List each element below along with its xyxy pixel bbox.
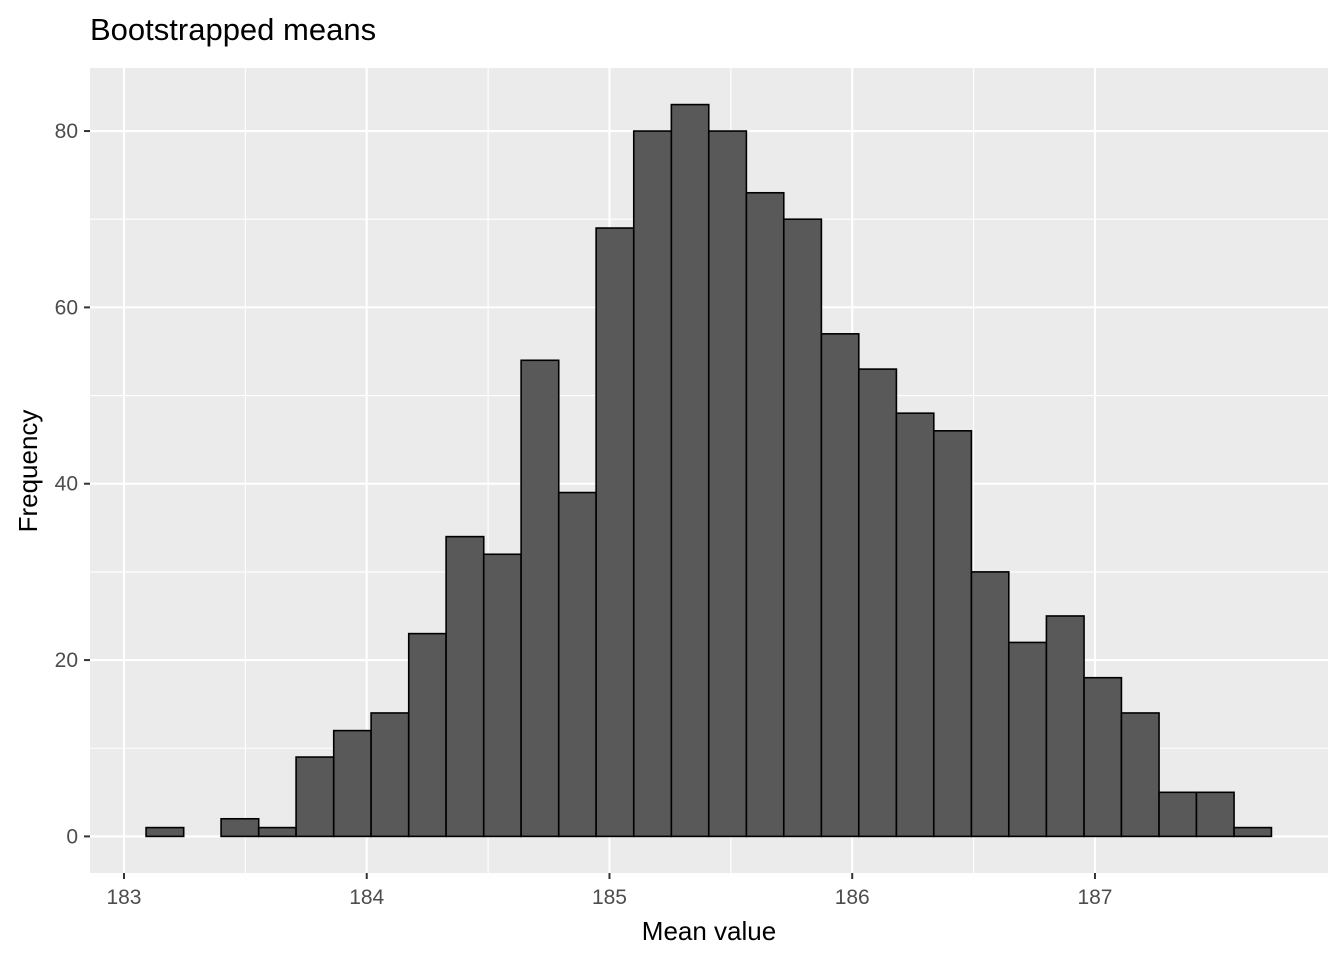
histogram-bar <box>595 227 635 838</box>
histogram-bar <box>932 430 973 838</box>
histogram-bars <box>145 103 1273 838</box>
x-tick-label: 185 <box>592 886 627 909</box>
histogram-bar <box>820 333 860 838</box>
histogram-bar <box>445 535 485 838</box>
x-axis-title: Mean value <box>642 916 776 946</box>
histogram-bar <box>1045 615 1085 838</box>
histogram-bar <box>1007 641 1048 838</box>
histogram-bar <box>707 130 748 838</box>
y-axis-title: Frequency <box>13 410 43 533</box>
x-tick-label: 184 <box>349 886 384 909</box>
histogram-bar <box>745 191 785 838</box>
histogram-bar <box>970 571 1010 838</box>
histogram-bar <box>632 130 673 838</box>
x-tick-label: 183 <box>106 886 141 909</box>
y-tick-label: 40 <box>55 473 78 496</box>
y-tick-label: 0 <box>66 825 78 848</box>
histogram-bar <box>370 712 410 838</box>
x-tick-label: 186 <box>835 886 870 909</box>
histogram-bar <box>520 359 560 838</box>
histogram-bar <box>407 632 447 838</box>
histogram-bar <box>557 491 597 838</box>
histogram-bar <box>782 218 823 838</box>
histogram-bar <box>857 368 898 838</box>
histogram-bar <box>257 826 297 838</box>
y-tick-label: 20 <box>55 649 78 672</box>
y-tick-label: 80 <box>55 120 78 143</box>
histogram-bar <box>895 412 935 838</box>
axis-ticks <box>84 130 1096 879</box>
histogram-bar <box>670 103 710 838</box>
histogram-bar <box>1158 791 1198 838</box>
histogram-bar <box>295 756 335 838</box>
histogram-bar <box>482 553 522 838</box>
histogram-bar <box>1083 676 1123 838</box>
x-tick-label: 187 <box>1077 886 1112 909</box>
y-tick-label: 60 <box>55 296 78 319</box>
histogram-bar <box>145 826 185 838</box>
histogram-bar <box>220 817 260 838</box>
chart-title: Bootstrapped means <box>90 12 376 47</box>
histogram-bar <box>1233 826 1273 838</box>
histogram-bar <box>332 729 372 838</box>
histogram-bar <box>1195 791 1235 838</box>
histogram-bar <box>1120 712 1160 838</box>
axis-tick-labels: 183 184 185 186 187 0 20 40 60 80 <box>55 120 1113 909</box>
